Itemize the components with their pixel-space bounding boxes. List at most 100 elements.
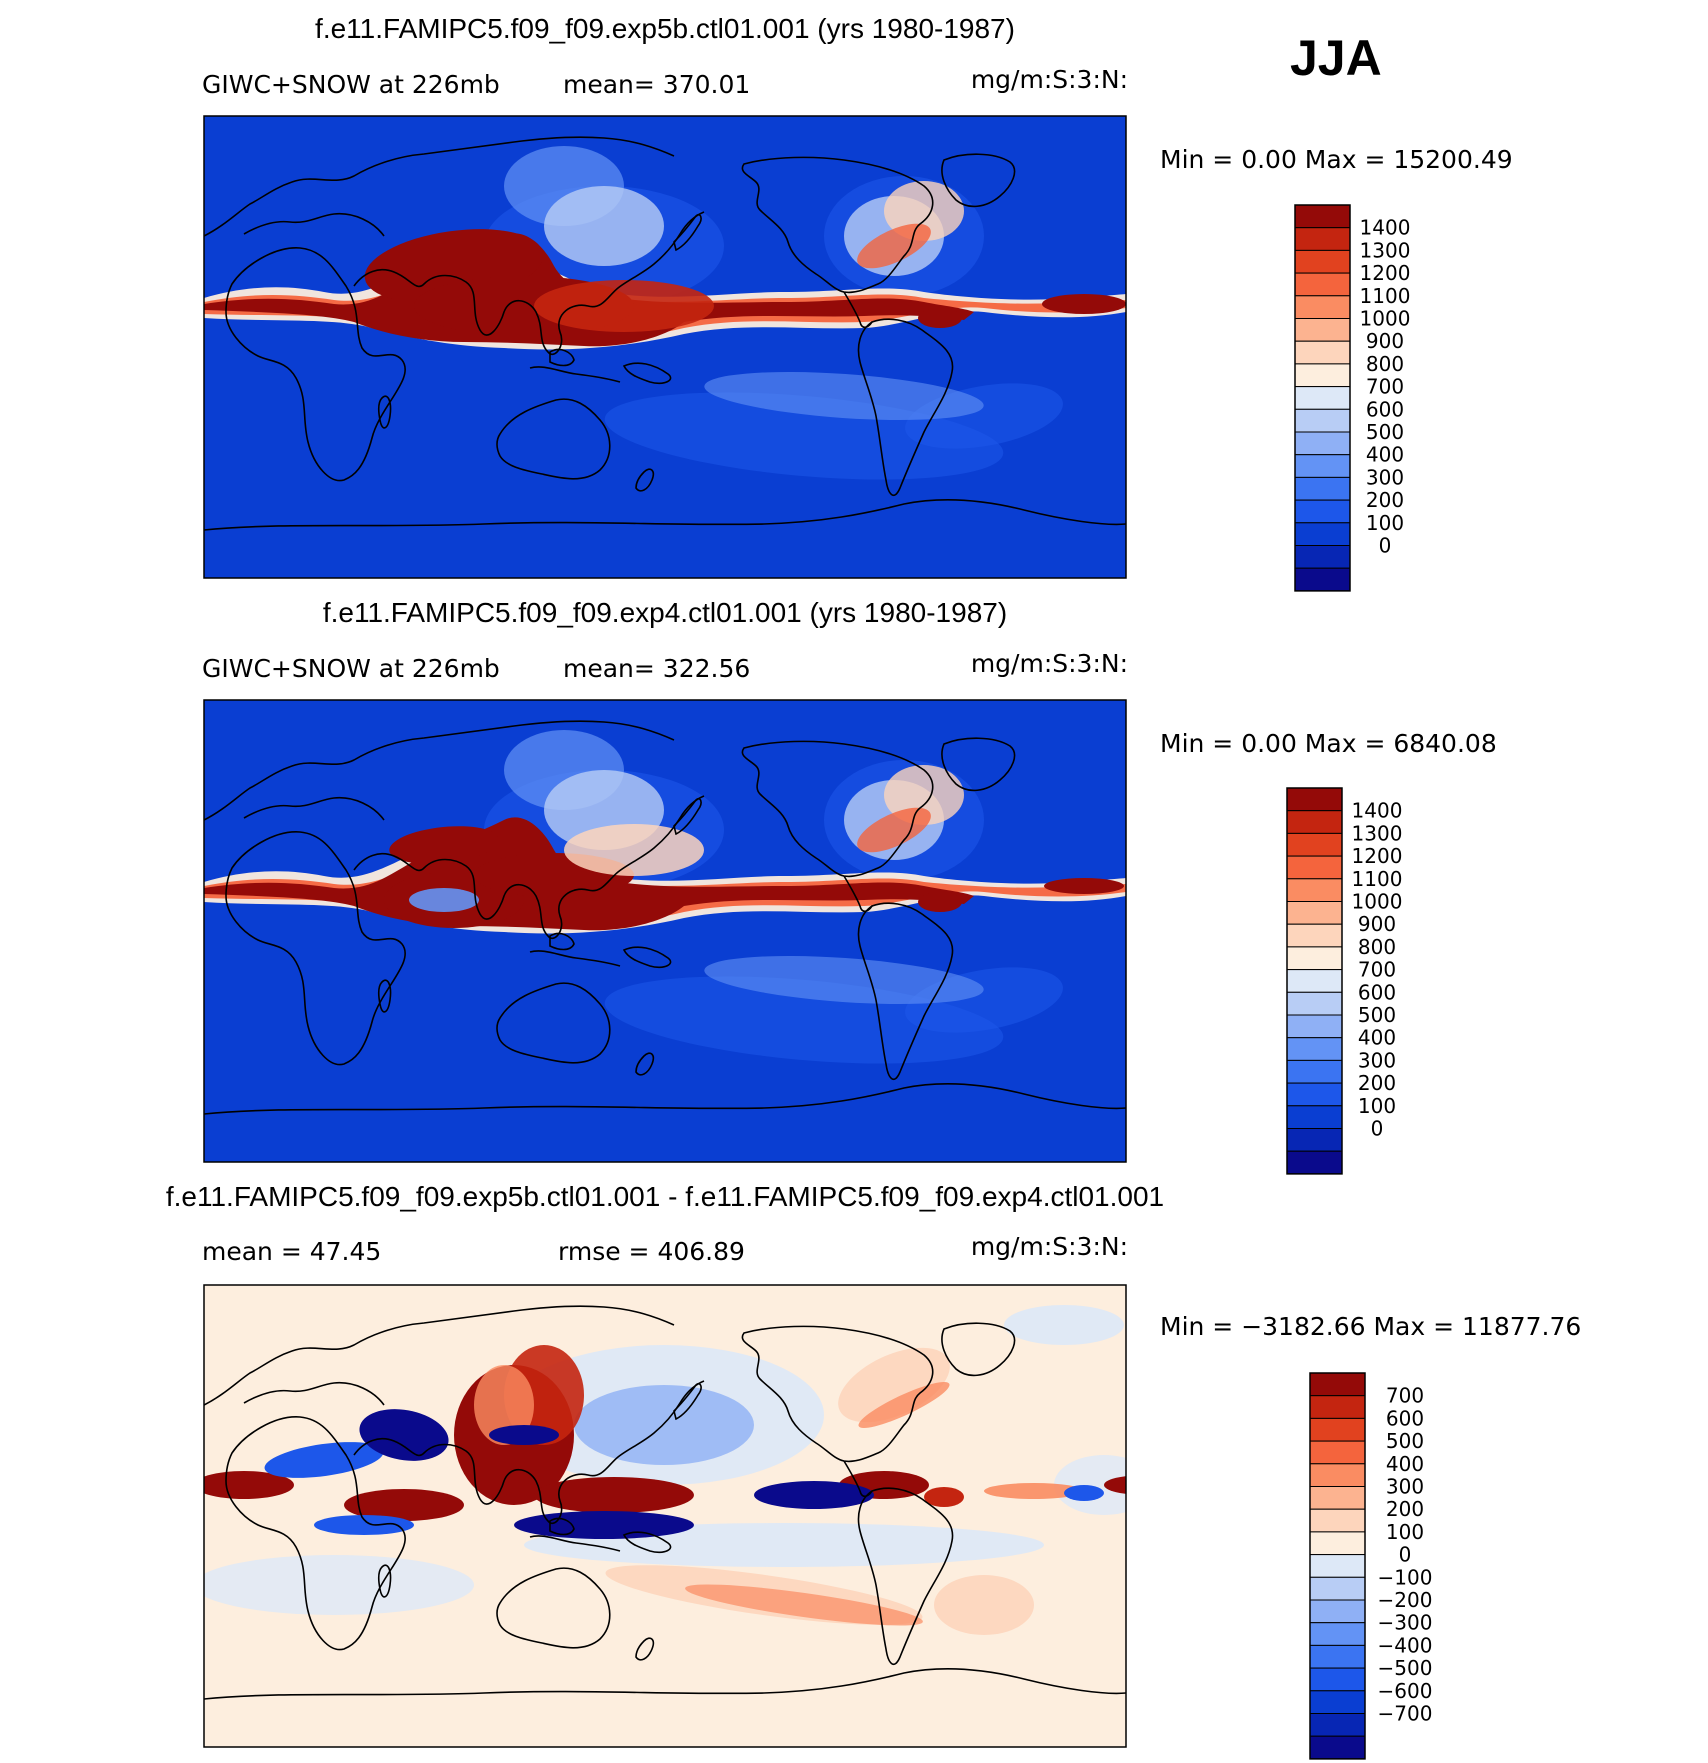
map-field [204, 116, 1126, 578]
panel-units-label: mg/m:S:3:N: [971, 65, 1128, 94]
colorbar-tick-label: −600 [1378, 1679, 1433, 1703]
colorbar-box [1294, 204, 1351, 229]
colorbar-tick-label: 0 [1379, 534, 1392, 558]
colorbar-tick-label: 700 [1366, 375, 1404, 399]
colorbar-box [1294, 476, 1351, 501]
colorbar-box [1309, 1395, 1366, 1419]
colorbar-box [1294, 567, 1351, 592]
panel-variable-label: mean = 47.45 [202, 1237, 381, 1266]
colorbar-tick-label: 100 [1366, 511, 1404, 535]
colorbar-tick-label: 400 [1366, 443, 1404, 467]
colorbar-tick-label: 1200 [1352, 844, 1403, 868]
panel-minmax-label: Min = 0.00 Max = 15200.49 [1160, 145, 1513, 174]
colorbar-box [1286, 1059, 1343, 1084]
colorbar-box [1286, 1128, 1343, 1152]
panel-1: f.e11.FAMIPC5.f09_f09.exp5b.ctl01.001 (y… [202, 13, 1513, 592]
panel-variable-label: GIWC+SNOW at 226mb [202, 654, 500, 683]
colorbar-box [1294, 295, 1351, 319]
colorbar-tick-label: 300 [1366, 465, 1404, 489]
panel-title: f.e11.FAMIPC5.f09_f09.exp5b.ctl01.001 - … [166, 1181, 1164, 1212]
colorbar-tick-label: 1400 [1360, 216, 1411, 240]
map-frame [203, 115, 1127, 579]
colorbar-tick-label: 800 [1366, 352, 1404, 376]
colorbar-box [1286, 901, 1343, 925]
colorbar-frame [1286, 787, 1343, 1175]
panel-stat-label: mean= 370.01 [563, 70, 750, 99]
colorbar-tick-label: 400 [1386, 1452, 1424, 1476]
colorbar-box [1294, 522, 1351, 546]
colorbar-box [1309, 1486, 1366, 1510]
colorbar-box [1309, 1372, 1366, 1397]
colorbar-box [1309, 1554, 1366, 1578]
colorbar-box [1294, 227, 1351, 251]
colorbar-box [1286, 1150, 1343, 1175]
colorbar-tick-label: 200 [1358, 1071, 1396, 1095]
colorbar-box [1294, 499, 1351, 524]
colorbar-box [1286, 969, 1343, 993]
colorbar-box [1294, 340, 1351, 365]
colorbar-frame [1294, 204, 1351, 592]
colorbar-box [1286, 923, 1343, 948]
colorbar-tick-label: 500 [1366, 420, 1404, 444]
colorbar-tick-label: 200 [1366, 488, 1404, 512]
panel-minmax-label: Min = −3182.66 Max = 11877.76 [1160, 1312, 1581, 1341]
colorbar-tick-label: 700 [1386, 1384, 1424, 1408]
colorbar-box [1286, 810, 1343, 834]
colorbar-box [1309, 1599, 1366, 1624]
colorbar-box [1286, 855, 1343, 880]
panel-title: f.e11.FAMIPC5.f09_f09.exp4.ctl01.001 (yr… [323, 597, 1007, 628]
colorbar-tick-label: 900 [1358, 912, 1396, 936]
colorbar-box [1294, 318, 1351, 342]
panel-units-label: mg/m:S:3:N: [971, 649, 1128, 678]
colorbar-tick-label: 1100 [1352, 867, 1403, 891]
colorbar-tick-label: 100 [1358, 1094, 1396, 1118]
panel-variable-label: GIWC+SNOW at 226mb [202, 70, 500, 99]
colorbar-tick-label: 600 [1366, 397, 1404, 421]
colorbar-tick-label: 600 [1386, 1406, 1424, 1430]
colorbar-box [1286, 787, 1343, 812]
colorbar-tick-label: 200 [1386, 1497, 1424, 1521]
panel-3: f.e11.FAMIPC5.f09_f09.exp5b.ctl01.001 - … [166, 1181, 1581, 1760]
colorbar-tick-label: −200 [1378, 1588, 1433, 1612]
colorbar-box [1286, 1014, 1343, 1039]
colorbar-box [1294, 272, 1351, 297]
colorbar-box [1286, 878, 1343, 902]
colorbar-box [1309, 1576, 1366, 1601]
colorbar-box [1309, 1690, 1366, 1715]
colorbar-box [1286, 1037, 1343, 1061]
panel-stat-label: mean= 322.56 [563, 654, 750, 683]
colorbar-tick-label: 300 [1358, 1048, 1396, 1072]
map-frame [203, 1284, 1127, 1748]
colorbar-tick-label: 1000 [1360, 307, 1411, 331]
colorbar-tick-label: 1000 [1352, 890, 1403, 914]
colorbar-box [1294, 545, 1351, 569]
colorbar-tick-label: 500 [1358, 1003, 1396, 1027]
colorbar-box [1294, 408, 1351, 433]
colorbar-tick-label: 0 [1399, 1543, 1412, 1567]
colorbar-tick-label: 1200 [1360, 261, 1411, 285]
colorbar-box [1286, 946, 1343, 971]
colorbar-tick-label: −700 [1378, 1702, 1433, 1726]
colorbar-box [1309, 1644, 1366, 1669]
colorbar-tick-label: 1300 [1352, 821, 1403, 845]
colorbar-tick-label: 1100 [1360, 284, 1411, 308]
colorbar-tick-label: −500 [1378, 1656, 1433, 1680]
colorbar-tick-label: 1400 [1352, 799, 1403, 823]
colorbar-box [1286, 1105, 1343, 1130]
colorbar-tick-label: −300 [1378, 1611, 1433, 1635]
colorbar-tick-label: −400 [1378, 1633, 1433, 1657]
panel-minmax-label: Min = 0.00 Max = 6840.08 [1160, 729, 1497, 758]
colorbar-frame [1309, 1372, 1366, 1760]
colorbar-box [1286, 1082, 1343, 1107]
panel-2: f.e11.FAMIPC5.f09_f09.exp4.ctl01.001 (yr… [202, 597, 1497, 1175]
panel-units-label: mg/m:S:3:N: [971, 1232, 1128, 1261]
colorbar-tick-label: 500 [1386, 1429, 1424, 1453]
map-frame [203, 699, 1127, 1163]
panel-title: f.e11.FAMIPC5.f09_f09.exp5b.ctl01.001 (y… [315, 13, 1015, 44]
colorbar-box [1294, 363, 1351, 388]
map-field [204, 700, 1126, 1162]
colorbar-box [1309, 1417, 1366, 1442]
colorbar-box [1309, 1531, 1366, 1556]
colorbar-tick-label: 300 [1386, 1475, 1424, 1499]
